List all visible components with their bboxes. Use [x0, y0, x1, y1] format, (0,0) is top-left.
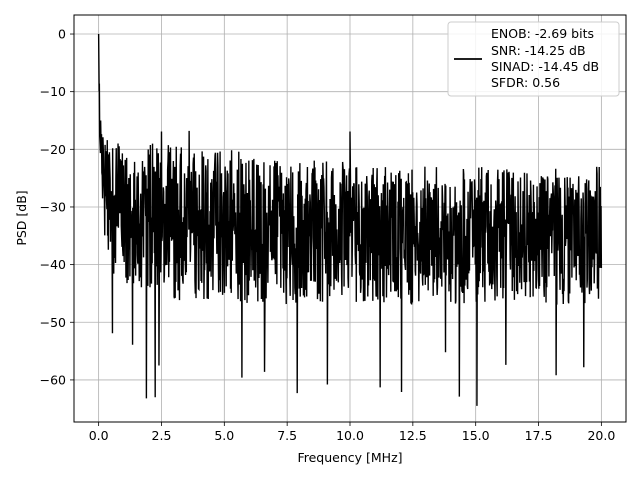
x-tick-label: 0.0: [89, 428, 109, 443]
y-tick-label: −40: [40, 257, 66, 272]
y-axis-ticks: 0 −10 −20 −30 −40 −50 −60: [40, 27, 74, 387]
x-tick-label: 2.5: [152, 428, 172, 443]
x-tick-label: 17.5: [525, 428, 553, 443]
legend-line-1: ENOB: -2.69 bits: [491, 26, 594, 41]
y-tick-label: −20: [40, 142, 66, 157]
x-tick-label: 5.0: [214, 428, 234, 443]
x-tick-label: 10.0: [336, 428, 364, 443]
y-tick-label: 0: [58, 27, 66, 42]
x-axis-label: Frequency [MHz]: [297, 450, 402, 465]
x-axis-ticks: 0.0 2.5 5.0 7.5 10.0 12.5 15.0 17.5 20.0: [89, 422, 615, 443]
y-tick-label: −10: [40, 84, 66, 99]
legend-box: [447, 21, 620, 97]
legend-line-4: SFDR: 0.56: [491, 75, 560, 90]
y-tick-label: −30: [40, 199, 66, 214]
x-tick-label: 7.5: [277, 428, 297, 443]
x-tick-label: 20.0: [587, 428, 615, 443]
legend: ENOB: -2.69 bits SNR: -14.25 dB SINAD: -…: [447, 21, 620, 97]
psd-series-line: [97, 34, 603, 406]
x-tick-label: 15.0: [462, 428, 490, 443]
y-tick-label: −50: [40, 315, 66, 330]
legend-line-2: SNR: -14.25 dB: [491, 43, 586, 58]
legend-line-3: SINAD: -14.45 dB: [491, 59, 599, 74]
y-tick-label: −60: [40, 372, 66, 387]
x-tick-label: 12.5: [399, 428, 427, 443]
y-axis-label: PSD [dB]: [14, 190, 29, 245]
